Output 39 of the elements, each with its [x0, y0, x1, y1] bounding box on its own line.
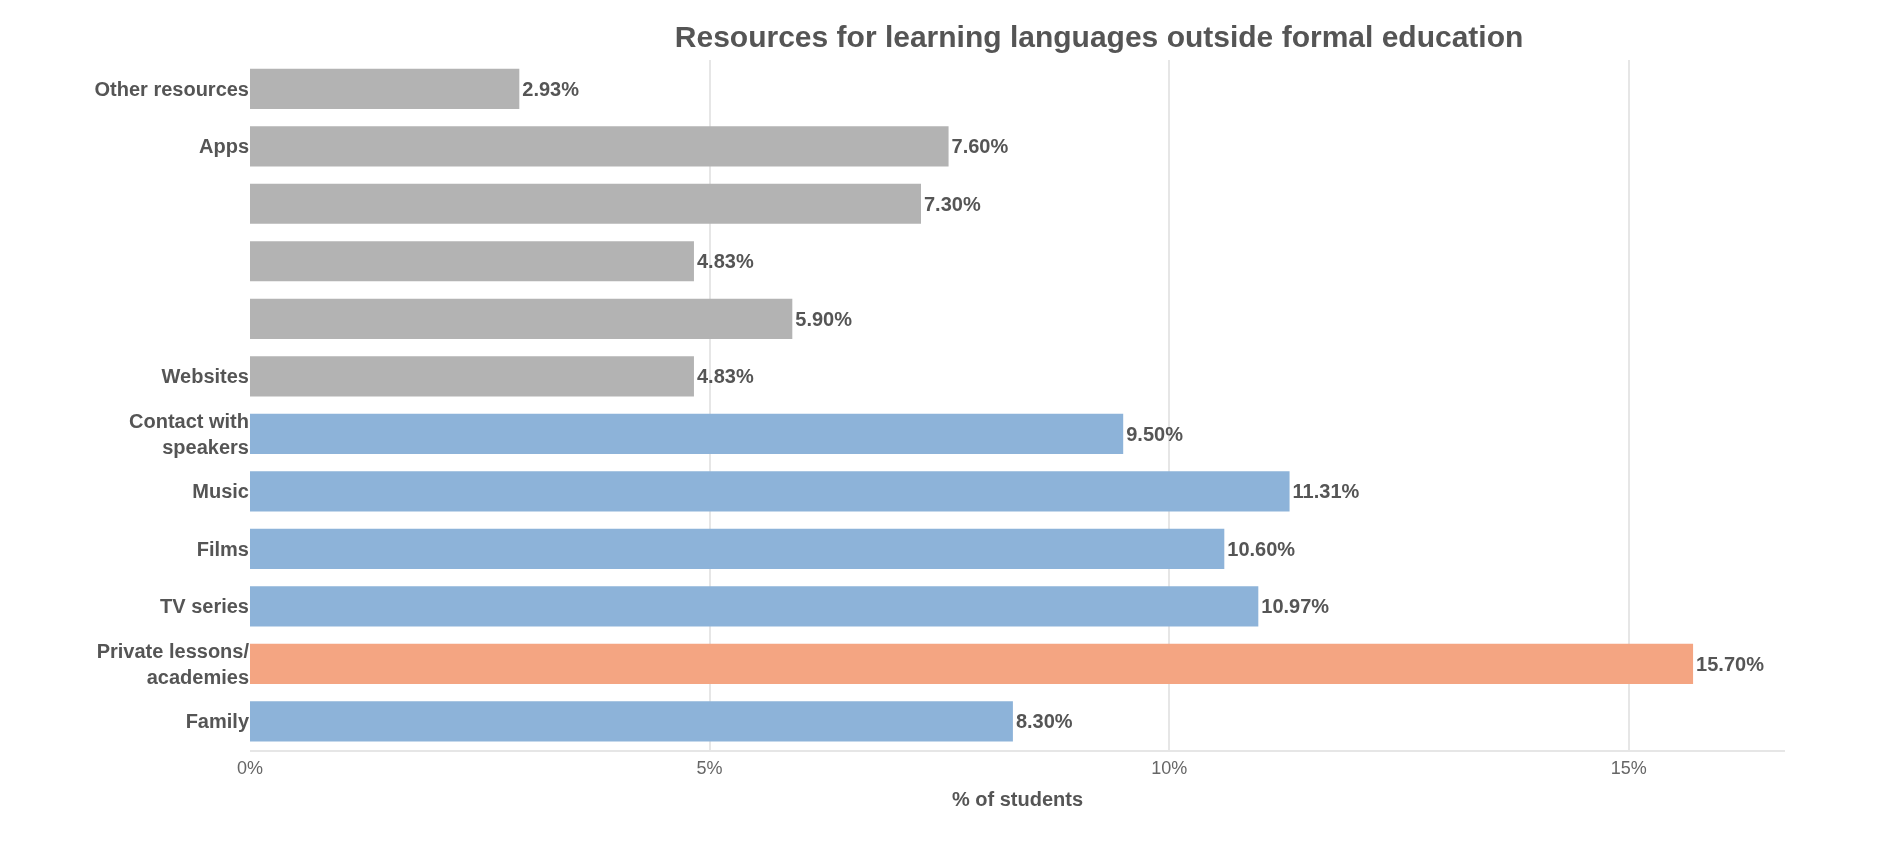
y-tick-label: Other resources	[94, 77, 249, 100]
bar	[250, 643, 1694, 684]
bar	[250, 586, 1259, 627]
data-label: 11.31%	[1292, 480, 1360, 503]
bar	[250, 126, 949, 167]
y-tick-label: Apps	[199, 135, 249, 158]
data-label: 4.83%	[696, 250, 754, 273]
y-tick-label: Private lessons/academies	[96, 639, 250, 688]
y-tick-label: TV series	[160, 595, 249, 618]
y-tick-label: Contact with speakers	[129, 409, 249, 458]
x-tick-label: 0%	[236, 757, 264, 778]
y-tick-label: Films	[196, 537, 249, 560]
data-label: 2.93%	[522, 77, 580, 100]
data-label: 7.30%	[923, 192, 981, 215]
bar	[250, 241, 694, 282]
x-tick-label: 5%	[696, 757, 723, 778]
y-tick-label: Music	[192, 480, 249, 503]
x-tick-label: 10%	[1151, 757, 1188, 778]
data-label: 8.30%	[1015, 710, 1073, 733]
bar	[250, 183, 921, 224]
chart-title: Resources for learning languages outside formal education	[674, 19, 1524, 53]
x-tick-label: 15%	[1610, 757, 1647, 778]
bar	[250, 298, 793, 339]
bar	[250, 701, 1013, 742]
bar	[250, 356, 694, 397]
data-label: 10.60%	[1227, 537, 1296, 560]
bar	[250, 471, 1290, 512]
data-label: 5.90%	[795, 307, 853, 330]
x-axis-title: % of students	[951, 787, 1084, 810]
y-tick-label: Family	[185, 710, 250, 733]
data-label: 10.97%	[1261, 595, 1330, 618]
data-label: 7.60%	[951, 135, 1009, 158]
bar	[250, 68, 520, 109]
data-label: 4.83%	[696, 365, 754, 388]
y-tick-label: Websites	[161, 365, 249, 388]
bar	[250, 413, 1124, 454]
data-label: 15.70%	[1696, 652, 1765, 675]
data-label: 9.50%	[1126, 422, 1184, 445]
bar	[250, 528, 1225, 569]
